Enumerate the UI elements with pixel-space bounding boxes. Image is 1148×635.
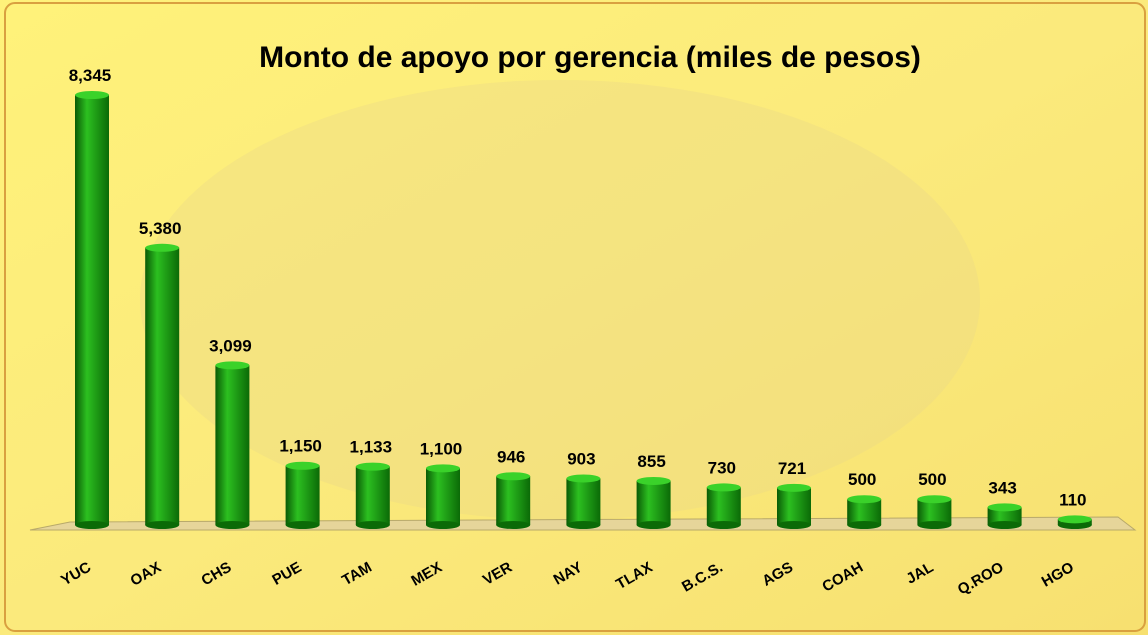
bar-top xyxy=(286,462,320,470)
value-label: 855 xyxy=(637,452,665,471)
value-label: 1,100 xyxy=(420,439,463,458)
bar-top xyxy=(356,463,390,471)
bar-base xyxy=(215,521,249,529)
bar xyxy=(777,488,811,525)
bar-top xyxy=(917,495,951,503)
bar-base xyxy=(707,521,741,529)
bar-top xyxy=(75,91,109,99)
bar xyxy=(286,466,320,525)
bar-base xyxy=(75,521,109,529)
bar-base xyxy=(637,521,671,529)
bar-top xyxy=(707,483,741,491)
value-label: 946 xyxy=(497,447,525,466)
bar-base xyxy=(496,521,530,529)
bar-base xyxy=(566,521,600,529)
value-label: 8,345 xyxy=(69,66,112,85)
chart: Monto de apoyo por gerencia (miles de pe… xyxy=(0,0,1148,635)
bar-top xyxy=(777,484,811,492)
bar-top xyxy=(1058,515,1092,523)
bar xyxy=(145,248,179,525)
bar-base xyxy=(286,521,320,529)
value-label: 110 xyxy=(1059,490,1086,509)
value-label: 3,099 xyxy=(209,336,252,355)
bar xyxy=(356,467,390,525)
bar-base xyxy=(847,521,881,529)
bar xyxy=(426,468,460,525)
value-label: 1,150 xyxy=(279,437,322,456)
value-label: 343 xyxy=(988,478,1016,497)
bar xyxy=(637,481,671,525)
bar-base xyxy=(777,521,811,529)
bar xyxy=(215,365,249,525)
bar-base xyxy=(356,521,390,529)
bar xyxy=(496,476,530,525)
bar-base xyxy=(145,521,179,529)
bar-top xyxy=(496,472,530,480)
chart-frame: Monto de apoyo por gerencia (miles de pe… xyxy=(0,0,1148,635)
value-label: 5,380 xyxy=(139,219,182,238)
value-label: 500 xyxy=(918,470,946,489)
bar-top xyxy=(426,464,460,472)
bar-top xyxy=(215,361,249,369)
value-label: 903 xyxy=(567,449,595,468)
bar-top xyxy=(847,495,881,503)
bar-top xyxy=(637,477,671,485)
bar-top xyxy=(145,244,179,252)
bar-base xyxy=(426,521,460,529)
bar xyxy=(707,487,741,525)
value-label: 1,133 xyxy=(350,438,393,457)
bar xyxy=(566,478,600,525)
background-map xyxy=(140,80,980,520)
bar-top xyxy=(988,503,1022,511)
chart-title: Monto de apoyo por gerencia (miles de pe… xyxy=(259,41,921,74)
value-label: 500 xyxy=(848,470,876,489)
bar-base xyxy=(988,521,1022,529)
bar xyxy=(75,95,109,525)
bar-top xyxy=(566,474,600,482)
value-label: 721 xyxy=(778,459,806,478)
bar-base xyxy=(917,521,951,529)
value-label: 730 xyxy=(708,458,736,477)
